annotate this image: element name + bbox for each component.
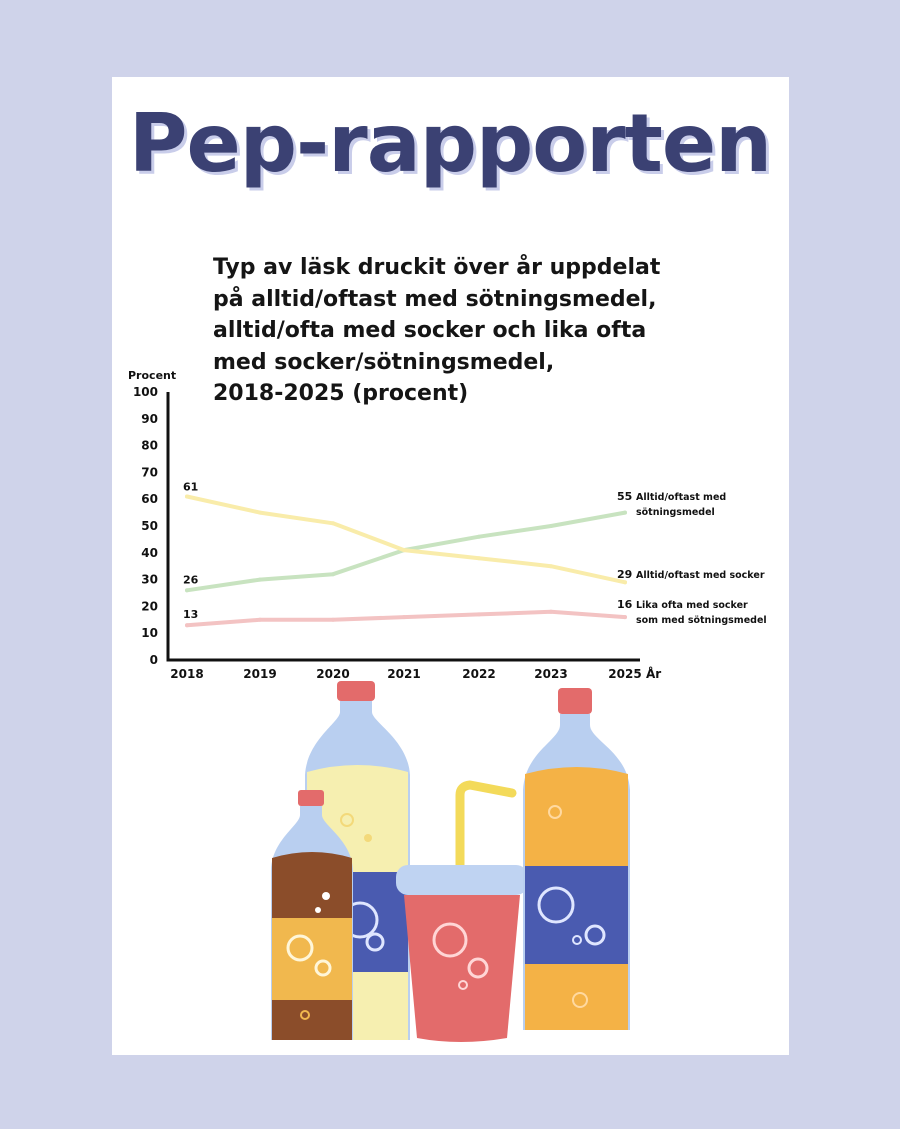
data-point — [477, 556, 481, 561]
data-label: 26 — [183, 573, 199, 586]
data-point — [402, 548, 406, 553]
soda-cup-icon — [396, 780, 528, 1042]
data-point — [258, 510, 262, 515]
y-tick-label: 40 — [141, 546, 158, 560]
end-value-label: 55 — [617, 490, 632, 503]
x-tick-label: 2019 — [243, 667, 276, 681]
data-point — [477, 534, 481, 539]
data-point — [549, 524, 553, 528]
y-tick-label: 90 — [141, 412, 158, 426]
y-tick-label: 60 — [141, 492, 158, 506]
x-tick-label: 2022 — [462, 667, 495, 681]
y-axis-label: Procent — [128, 369, 176, 382]
data-point — [477, 612, 481, 617]
y-tick-label: 30 — [141, 573, 158, 587]
data-point — [623, 580, 627, 585]
x-tick-label: 2018 — [170, 667, 203, 681]
x-axis-label: År — [646, 666, 661, 681]
series-name-label: sötningsmedel — [636, 507, 715, 518]
cola-bottle-icon — [271, 790, 353, 1040]
chart-title: Typ av läsk druckit över år uppdelat på … — [213, 255, 661, 406]
data-label: 13 — [183, 608, 198, 621]
data-point — [623, 510, 627, 515]
data-point — [331, 572, 335, 577]
x-tick-label: 2020 — [316, 667, 349, 681]
series-name-label: Alltid/oftast med — [636, 492, 726, 503]
orange-soda-bottle-icon — [523, 688, 630, 1030]
end-value-label: 16 — [617, 598, 633, 611]
y-tick-label: 80 — [141, 439, 158, 453]
data-point — [185, 494, 189, 499]
x-tick-label: 2021 — [387, 667, 420, 681]
data-point — [623, 615, 627, 620]
data-point — [185, 623, 189, 628]
data-point — [549, 609, 553, 614]
data-point — [258, 577, 262, 582]
series-name-label: Alltid/oftast med socker — [636, 570, 765, 581]
data-point — [402, 615, 406, 620]
data-point — [331, 617, 335, 622]
data-point — [331, 521, 335, 526]
data-point — [185, 588, 189, 593]
y-tick-label: 20 — [141, 599, 158, 613]
series-name-label: som med sötningsmedel — [636, 615, 767, 626]
y-tick-label: 70 — [141, 465, 158, 479]
y-tick-label: 100 — [133, 385, 158, 399]
x-tick-label: 2025 — [608, 667, 641, 681]
y-tick-label: 10 — [141, 626, 158, 640]
y-tick-label: 50 — [141, 519, 158, 533]
x-tick-label: 2023 — [534, 667, 567, 681]
data-point — [258, 617, 262, 622]
series-name-label: Lika ofta med socker — [636, 600, 748, 611]
end-value-label: 29 — [617, 568, 632, 581]
data-point — [549, 564, 553, 569]
page-title: Pep-rapporten — [128, 97, 772, 190]
data-label: 61 — [183, 481, 198, 494]
y-tick-label: 0 — [150, 653, 158, 667]
